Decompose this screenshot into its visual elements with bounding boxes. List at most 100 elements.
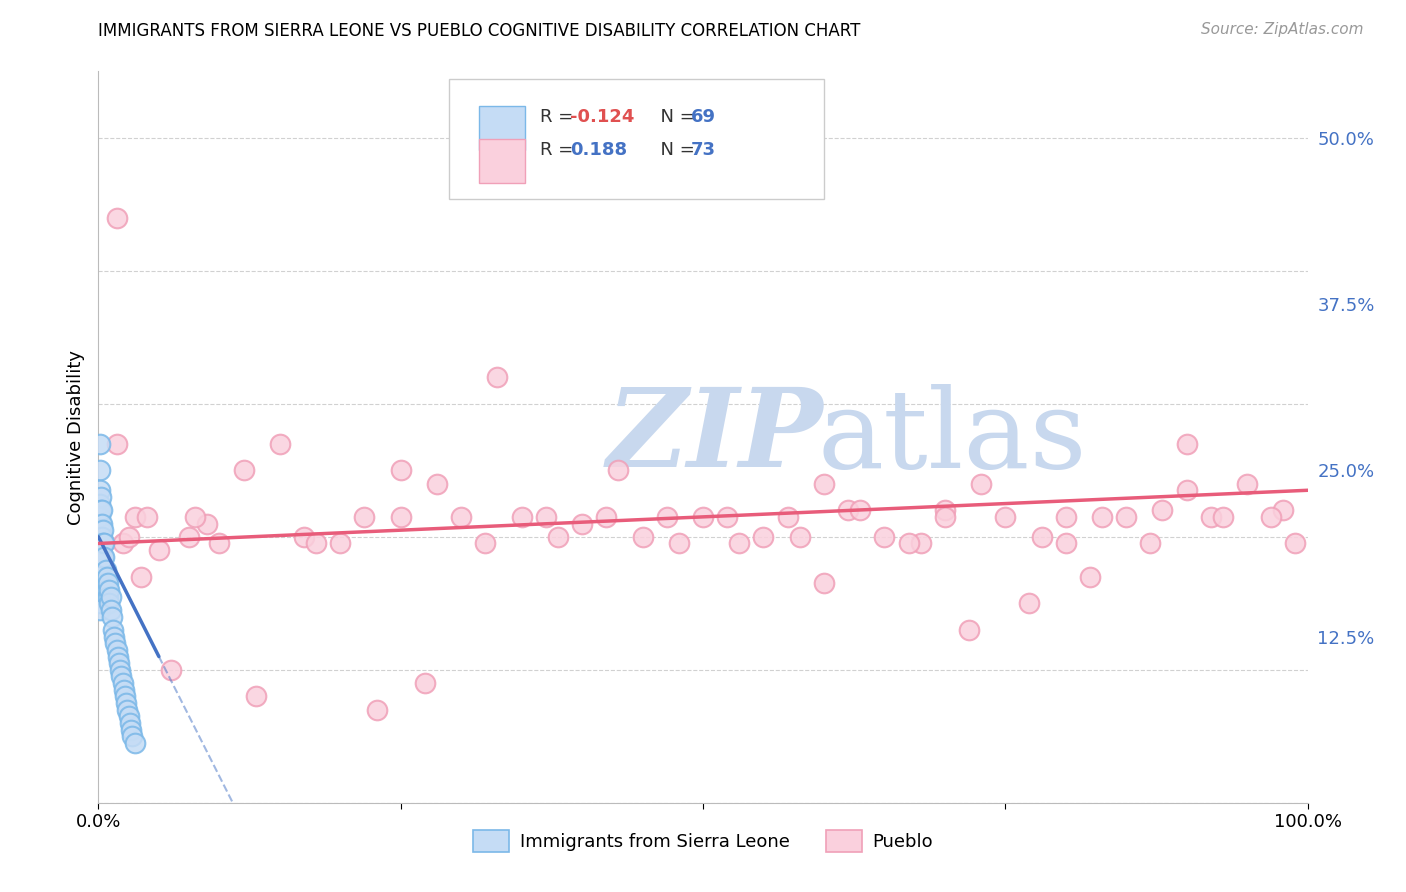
Point [1054, 509, 1077, 524]
Point [269, 436, 291, 450]
Point [813, 476, 835, 491]
Point [118, 709, 141, 723]
Point [179, 530, 201, 544]
Point [510, 509, 533, 524]
Point [89, 503, 111, 517]
Point [90, 516, 112, 531]
Point [1175, 483, 1198, 498]
Point [789, 530, 811, 544]
Point [655, 509, 678, 524]
Point [776, 509, 799, 524]
Point [96, 570, 118, 584]
Point [910, 536, 932, 550]
Point [897, 536, 920, 550]
Text: R =: R = [540, 141, 585, 159]
Point [104, 636, 127, 650]
Point [631, 530, 654, 544]
Point [89, 590, 111, 604]
Text: N =: N = [648, 108, 700, 126]
Point [994, 509, 1017, 524]
Point [93, 536, 115, 550]
Point [89, 582, 111, 597]
Point [98, 582, 121, 597]
Point [108, 663, 131, 677]
Text: 73: 73 [690, 141, 716, 159]
Point [118, 716, 141, 731]
Point [91, 530, 114, 544]
Point [89, 596, 111, 610]
Point [1272, 503, 1295, 517]
Point [668, 536, 690, 550]
Point [89, 549, 111, 564]
Point [571, 516, 593, 531]
Y-axis label: Cognitive Disability: Cognitive Disability [66, 350, 84, 524]
Point [1115, 509, 1137, 524]
Point [1260, 509, 1282, 524]
Point [970, 476, 993, 491]
Point [89, 543, 111, 558]
FancyBboxPatch shape [479, 138, 526, 183]
Point [112, 682, 135, 697]
Point [873, 530, 896, 544]
Text: Source: ZipAtlas.com: Source: ZipAtlas.com [1201, 22, 1364, 37]
Point [957, 623, 980, 637]
Text: N =: N = [648, 141, 700, 159]
Point [547, 530, 569, 544]
Point [389, 463, 412, 477]
Point [1175, 436, 1198, 450]
Point [135, 509, 157, 524]
Point [89, 530, 111, 544]
Point [90, 523, 112, 537]
Text: 0.188: 0.188 [569, 141, 627, 159]
Point [91, 523, 114, 537]
Point [89, 483, 111, 498]
Point [91, 549, 114, 564]
Point [1018, 596, 1040, 610]
Point [90, 549, 112, 564]
Text: 69: 69 [690, 108, 716, 126]
Point [90, 530, 112, 544]
Point [1284, 536, 1306, 550]
Point [89, 509, 111, 524]
Point [1212, 509, 1234, 524]
Point [93, 549, 115, 564]
Point [1236, 476, 1258, 491]
Point [160, 663, 183, 677]
Point [89, 436, 111, 450]
Point [195, 516, 218, 531]
Point [1152, 503, 1174, 517]
Point [692, 509, 714, 524]
Point [1199, 509, 1222, 524]
Point [98, 596, 121, 610]
Point [728, 536, 751, 550]
Point [716, 509, 738, 524]
Point [94, 576, 117, 591]
Point [148, 543, 170, 558]
Point [115, 696, 138, 710]
Point [91, 549, 114, 564]
Point [101, 623, 124, 637]
Point [1139, 536, 1161, 550]
Point [91, 503, 114, 517]
Point [108, 656, 131, 670]
Point [366, 703, 388, 717]
Point [1091, 509, 1114, 524]
Point [89, 563, 111, 577]
Point [934, 503, 956, 517]
Point [413, 676, 436, 690]
Point [184, 509, 207, 524]
Text: R =: R = [540, 108, 579, 126]
Point [90, 503, 112, 517]
Point [89, 557, 111, 571]
Point [595, 509, 617, 524]
Text: -0.124: -0.124 [569, 108, 634, 126]
Point [90, 563, 112, 577]
Point [97, 576, 120, 591]
Point [120, 723, 142, 737]
Point [474, 536, 496, 550]
Point [100, 590, 122, 604]
FancyBboxPatch shape [479, 106, 526, 151]
Point [89, 523, 111, 537]
Point [121, 729, 143, 743]
Point [752, 530, 775, 544]
